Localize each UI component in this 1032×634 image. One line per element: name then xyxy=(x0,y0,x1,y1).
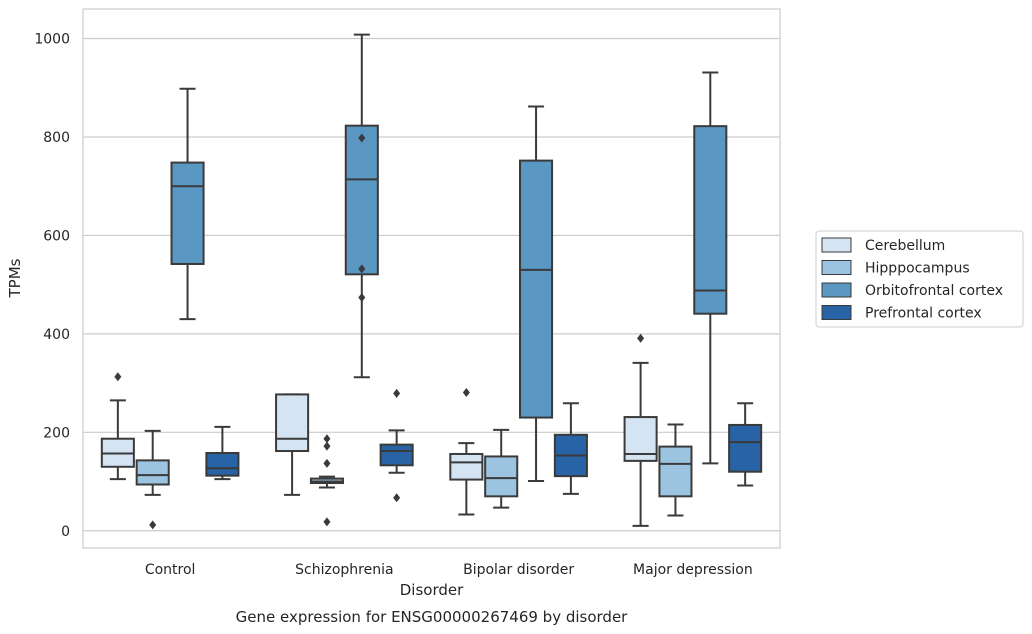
y-tick-label: 200 xyxy=(43,425,70,441)
box-group xyxy=(275,393,310,496)
outlier-point xyxy=(358,264,366,274)
legend-swatch xyxy=(821,237,852,253)
box-group xyxy=(519,105,554,483)
y-tick-label: 600 xyxy=(43,228,70,244)
outlier-point xyxy=(149,520,157,530)
x-tick-label: Schizophrenia xyxy=(295,562,393,578)
outlier-point xyxy=(637,333,645,343)
x-axis-title: Disorder xyxy=(400,581,464,599)
box-group xyxy=(344,33,379,379)
legend-swatch xyxy=(821,282,852,298)
legend-swatch xyxy=(821,305,852,320)
box-group xyxy=(623,333,658,527)
legend-label: Orbitofrontal cortex xyxy=(865,283,1003,299)
box-iqr xyxy=(205,451,240,477)
legend-swatch xyxy=(821,260,852,275)
box-group xyxy=(205,425,240,481)
box-group xyxy=(553,402,588,495)
x-tick-label: Major depression xyxy=(633,562,753,578)
box-group xyxy=(658,423,693,517)
legend-frame xyxy=(815,230,1024,328)
outlier-point xyxy=(393,388,401,398)
box-groups xyxy=(100,33,763,530)
outlier-point xyxy=(358,133,366,143)
y-tick-label: 400 xyxy=(43,327,70,343)
box-iqr xyxy=(484,455,519,498)
box-group xyxy=(135,429,170,530)
legend-label: Prefrontal cortex xyxy=(865,306,982,322)
box-iqr xyxy=(135,459,170,486)
box-group xyxy=(170,87,205,321)
y-axis-title: TPMs xyxy=(6,258,24,298)
x-tick-label: Control xyxy=(145,562,196,578)
y-tick-label: 1000 xyxy=(34,32,70,48)
legend: Cerebellum Hipppocampus Orbitofrontal cort… xyxy=(815,230,1024,328)
outlier-point xyxy=(393,493,401,503)
outlier-point xyxy=(323,458,331,468)
legend-label: Cerebellum xyxy=(865,238,945,254)
outlier-point xyxy=(323,441,331,451)
box-iqr xyxy=(693,125,728,315)
box-group xyxy=(309,434,344,527)
box-group xyxy=(100,372,135,481)
box-group xyxy=(693,71,728,465)
box-iqr xyxy=(379,443,414,467)
box-iqr xyxy=(170,161,205,265)
outlier-point xyxy=(462,387,470,397)
box-iqr xyxy=(728,423,763,473)
box-group xyxy=(484,428,519,509)
box-group xyxy=(379,388,414,503)
box-iqr xyxy=(449,452,484,481)
outlier-point xyxy=(323,517,331,527)
y-tick-label: 800 xyxy=(43,130,70,146)
box-group xyxy=(449,387,484,516)
box-iqr xyxy=(658,445,693,498)
y-tick-labels: 0 200 400 600 800 1000 xyxy=(34,32,70,540)
outlier-point xyxy=(323,434,331,444)
x-tick-label: Bipolar disorder xyxy=(463,562,574,578)
x-tick-labels: Control Schizophrenia Bipolar disorder Majo… xyxy=(145,562,753,578)
box-group xyxy=(728,402,763,487)
plot-area-border xyxy=(82,8,781,549)
box-iqr xyxy=(344,124,379,276)
outlier-point xyxy=(358,292,366,302)
box-iqr xyxy=(275,393,310,453)
y-tick-label: 0 xyxy=(61,524,70,540)
figure-caption: Gene expression for ENSG00000267469 by d… xyxy=(236,608,629,626)
box-iqr xyxy=(519,159,554,419)
outlier-point xyxy=(114,372,122,382)
legend-label: Hipppocampus xyxy=(865,261,970,277)
